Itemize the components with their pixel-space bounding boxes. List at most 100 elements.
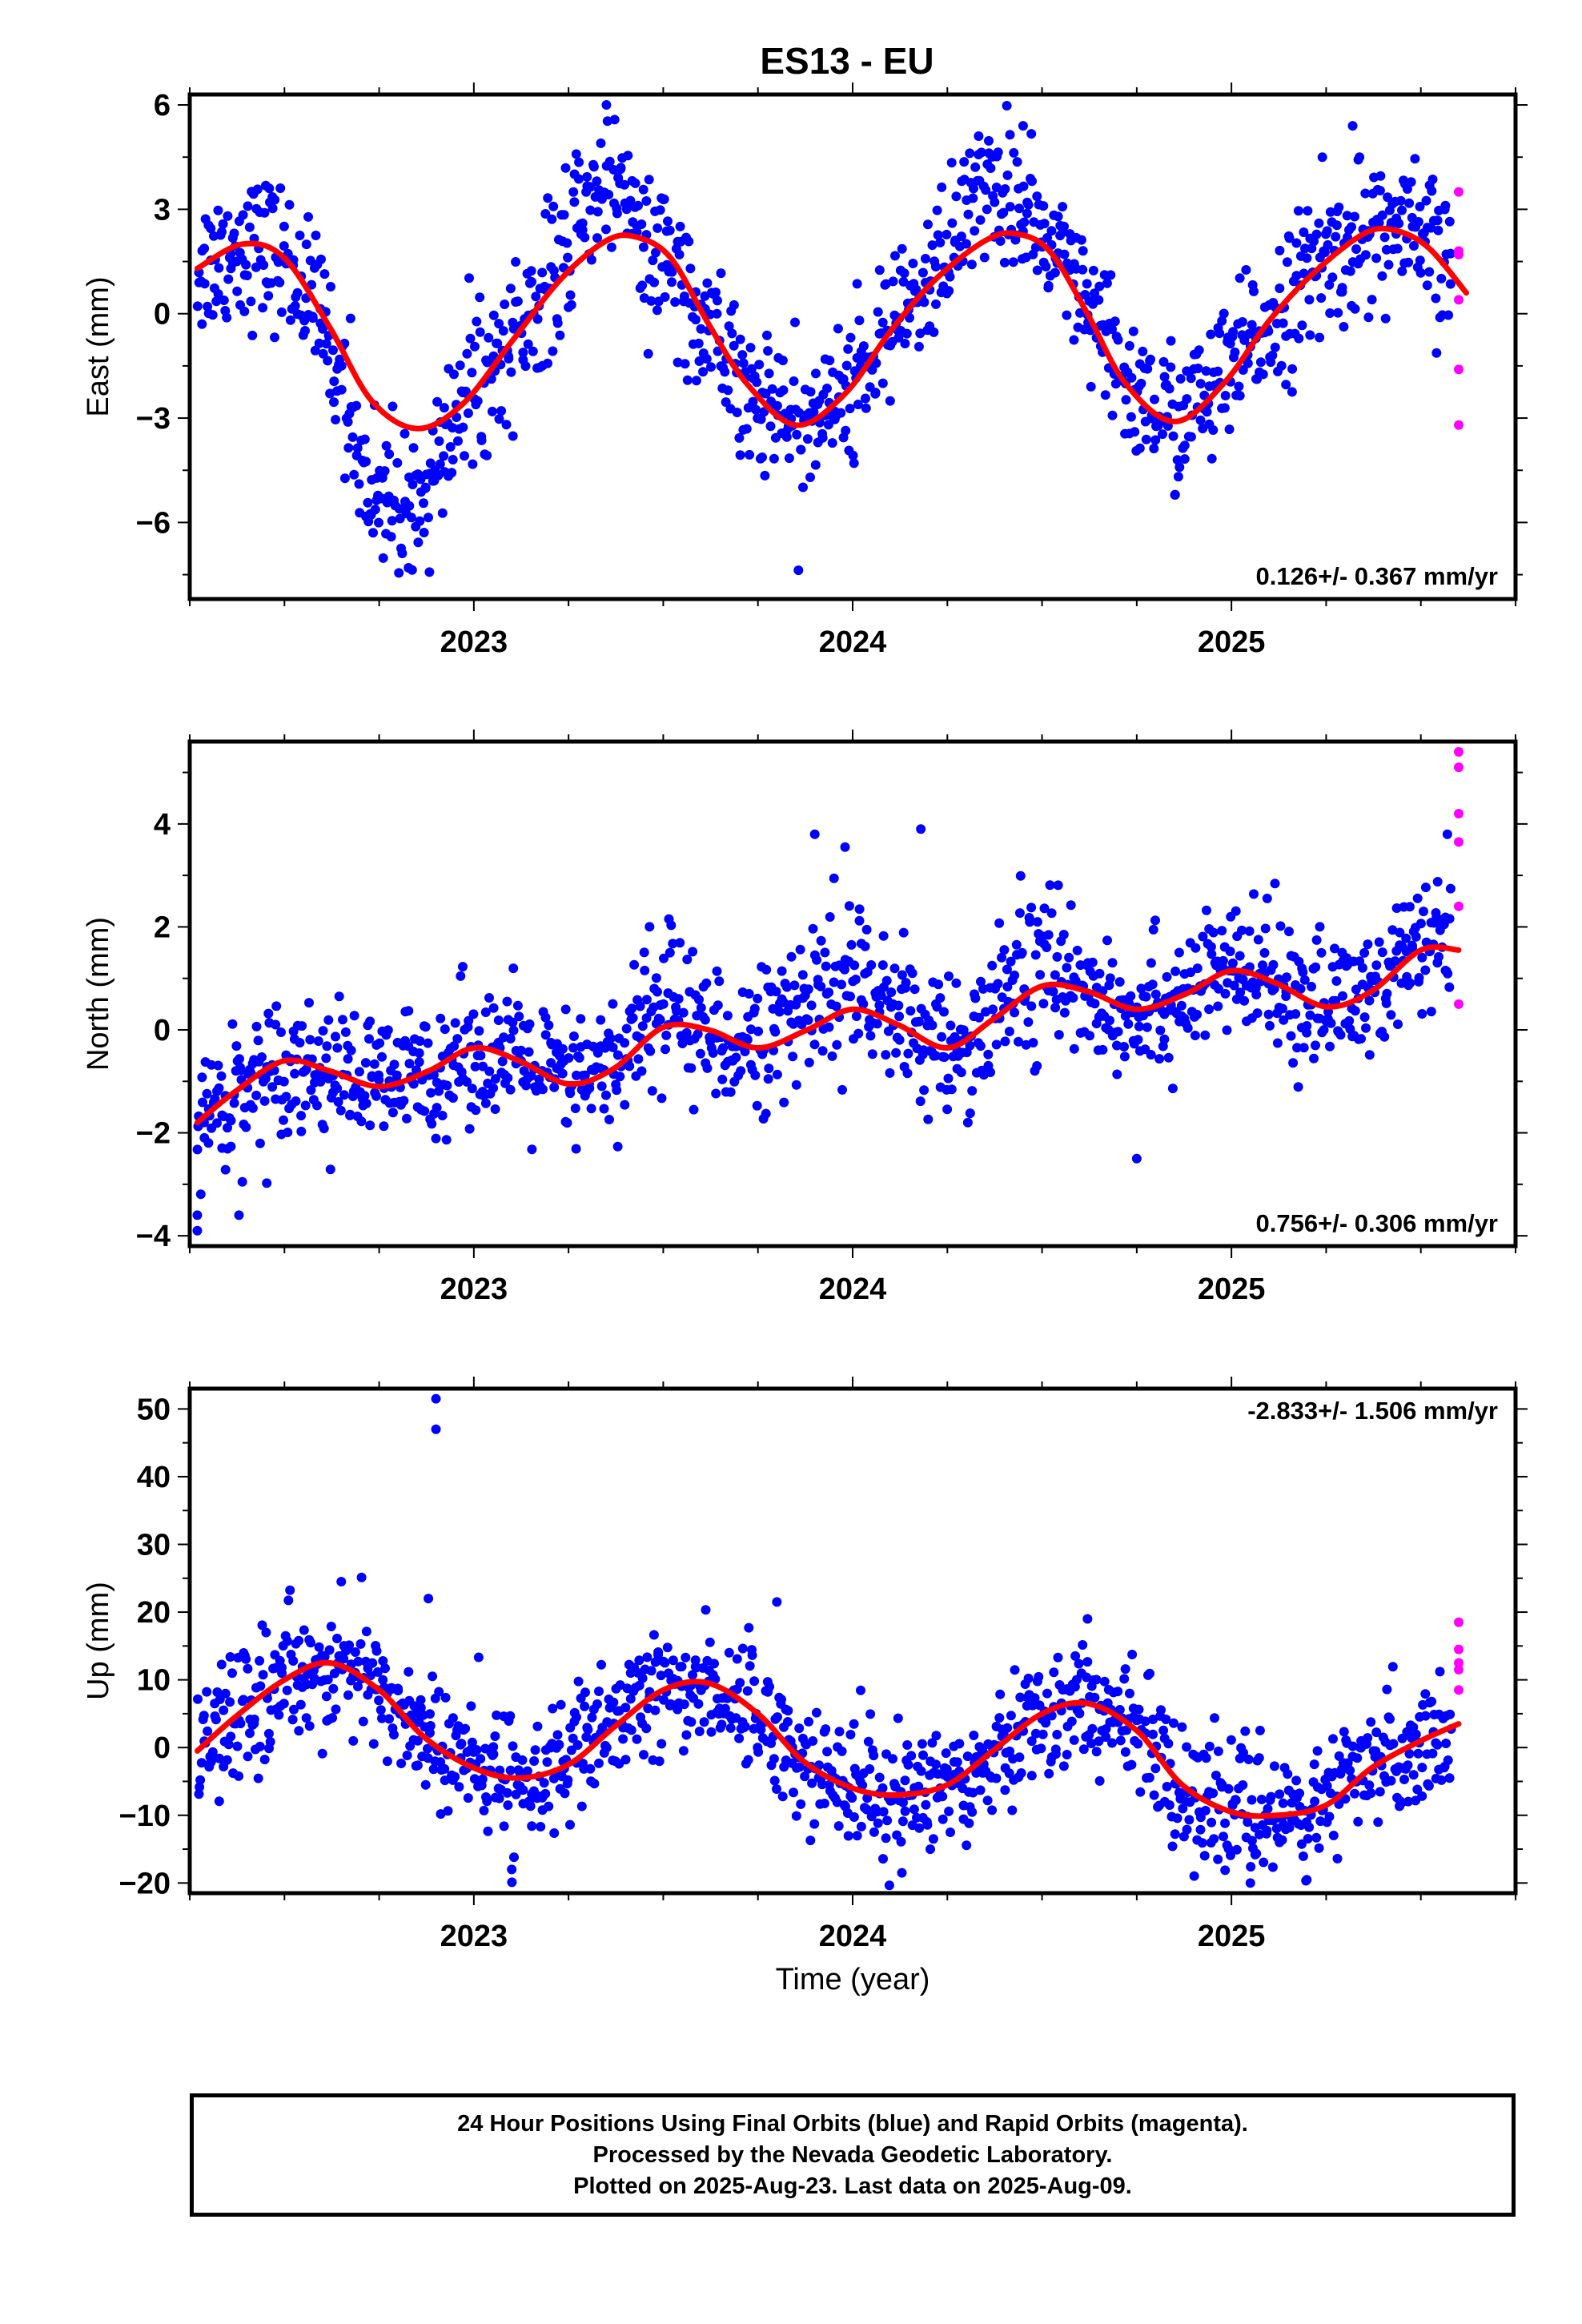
- data-point: [661, 1044, 670, 1055]
- data-point: [1436, 1775, 1447, 1785]
- data-point: [415, 516, 425, 526]
- data-point: [1072, 945, 1082, 955]
- data-point: [1413, 1748, 1423, 1759]
- data-point: [1382, 1684, 1392, 1695]
- data-point: [849, 960, 860, 971]
- data-point: [1381, 998, 1391, 1008]
- data-point: [572, 1712, 581, 1723]
- data-point: [863, 1736, 873, 1747]
- data-point: [1213, 1001, 1223, 1011]
- data-point: [987, 960, 998, 971]
- data-point: [878, 1807, 889, 1817]
- data-point: [583, 1724, 593, 1735]
- data-point: [752, 1100, 762, 1111]
- data-point: [674, 249, 685, 259]
- data-point: [1121, 395, 1131, 405]
- model-curve-up: [195, 1659, 1462, 1819]
- data-point: [1099, 1676, 1110, 1687]
- data-point: [1219, 403, 1230, 413]
- data-point: [1138, 346, 1148, 356]
- data-point: [1315, 922, 1325, 932]
- data-point: [1231, 906, 1241, 916]
- data-point: [1167, 1841, 1178, 1852]
- data-point: [746, 364, 757, 374]
- data-point: [877, 1783, 888, 1793]
- data-point: [424, 513, 433, 523]
- data-point: [1050, 1744, 1061, 1755]
- data-point: [1279, 1015, 1289, 1025]
- data-point: [241, 259, 251, 270]
- data-point: [334, 991, 344, 1002]
- data-point: [358, 1716, 368, 1727]
- data-point: [993, 979, 1003, 989]
- data-point: [365, 1671, 375, 1681]
- data-point: [428, 1764, 439, 1775]
- data-point: [1291, 238, 1302, 248]
- data-point: [1052, 1730, 1062, 1739]
- data-point: [716, 268, 726, 279]
- data-point: [328, 345, 338, 356]
- data-point: [649, 277, 660, 287]
- data-point: [554, 1739, 564, 1750]
- data-point: [1014, 203, 1025, 214]
- data-point: [331, 1704, 341, 1715]
- data-point: [536, 1822, 546, 1831]
- data-point: [1041, 1718, 1051, 1727]
- data-point: [1058, 1761, 1069, 1771]
- rapid-point: [1454, 901, 1464, 911]
- data-point: [532, 314, 543, 324]
- data-point: [1344, 1015, 1355, 1026]
- data-point: [424, 567, 435, 577]
- data-point: [306, 1638, 315, 1648]
- data-point: [290, 1068, 300, 1079]
- data-point: [1184, 1815, 1195, 1825]
- data-point: [790, 317, 800, 328]
- data-point: [691, 315, 701, 325]
- data-point: [1350, 1006, 1360, 1016]
- data-point: [425, 458, 436, 468]
- data-point: [1133, 1739, 1143, 1749]
- data-point: [788, 1051, 798, 1062]
- data-point: [1420, 965, 1431, 975]
- data-point: [903, 1048, 913, 1059]
- data-point: [1392, 243, 1403, 254]
- data-point: [1415, 267, 1426, 278]
- data-point: [1291, 1009, 1301, 1019]
- data-point: [323, 1015, 334, 1025]
- data-point: [586, 255, 596, 265]
- data-point: [332, 1084, 343, 1094]
- data-point: [448, 1093, 458, 1103]
- data-point: [655, 205, 665, 215]
- data-point: [724, 1647, 734, 1658]
- data-point: [499, 1821, 509, 1831]
- data-point: [1427, 1748, 1438, 1759]
- y-tick-label: 30: [137, 1528, 171, 1562]
- data-point: [1090, 1692, 1100, 1703]
- data-point: [1411, 1729, 1421, 1739]
- data-point: [641, 1723, 652, 1734]
- data-point: [1278, 318, 1288, 328]
- data-point: [1086, 381, 1096, 392]
- data-point: [926, 1844, 935, 1855]
- data-point: [907, 968, 917, 979]
- data-point: [1140, 1716, 1150, 1727]
- data-point: [244, 222, 255, 232]
- data-point: [324, 1645, 335, 1655]
- data-point: [849, 1812, 859, 1822]
- data-point: [1413, 217, 1423, 227]
- data-point: [1268, 959, 1279, 970]
- data-point: [258, 1670, 268, 1680]
- data-point: [389, 1059, 400, 1070]
- plot-frame-up: [187, 1386, 1518, 1896]
- data-point: [214, 263, 224, 273]
- data-point: [349, 1011, 359, 1021]
- data-point: [1328, 1831, 1339, 1840]
- data-point: [1261, 1828, 1271, 1839]
- data-point: [1294, 333, 1304, 344]
- data-point: [717, 1074, 728, 1084]
- data-point: [317, 1748, 327, 1759]
- data-point: [1255, 1725, 1265, 1735]
- data-point: [329, 1668, 339, 1679]
- data-point: [1345, 266, 1355, 276]
